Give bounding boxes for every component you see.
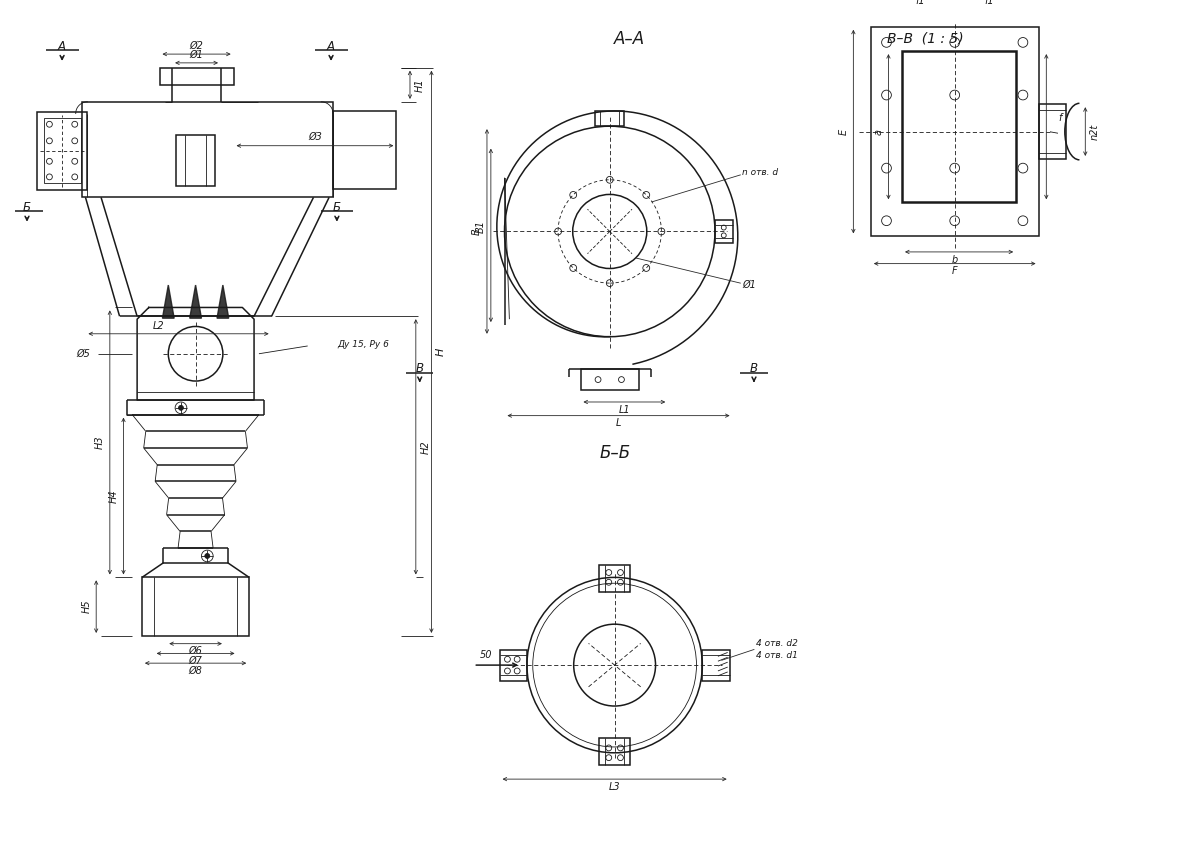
Text: H2: H2 (420, 440, 431, 453)
Bar (499, 649, 527, 681)
Text: H1: H1 (415, 78, 425, 92)
Text: L: L (616, 419, 622, 428)
Text: L2: L2 (154, 321, 164, 331)
Text: H5: H5 (82, 599, 91, 613)
Text: Ø3: Ø3 (308, 132, 322, 142)
Circle shape (179, 405, 184, 410)
Text: 4 отв. d2: 4 отв. d2 (756, 639, 798, 648)
Text: n2t: n2t (1090, 124, 1100, 139)
Bar (715, 220, 732, 243)
Text: Е: Е (839, 128, 848, 135)
Bar (599, 565, 630, 592)
Text: Ду 15, Ру 6: Ду 15, Ру 6 (337, 340, 389, 348)
Text: Б–Б: Б–Б (599, 444, 630, 462)
Text: А–А: А–А (613, 29, 644, 47)
Text: Б: Б (23, 200, 31, 213)
Text: L1: L1 (618, 405, 630, 415)
Text: F: F (952, 267, 958, 276)
Text: Ø5: Ø5 (77, 349, 90, 359)
Text: Ø1: Ø1 (190, 50, 204, 60)
Text: А: А (328, 40, 335, 52)
Bar (902, 52, 1016, 202)
Text: В–В  (1 : 5): В–В (1 : 5) (888, 32, 964, 46)
Text: Ø2: Ø2 (190, 41, 204, 52)
Circle shape (205, 554, 210, 558)
Bar (37, 112, 88, 189)
Text: В: В (750, 362, 758, 375)
Text: В: В (415, 362, 424, 375)
Bar (176, 135, 215, 186)
Text: f1: f1 (916, 0, 925, 5)
Bar (142, 577, 250, 636)
Text: H: H (436, 347, 446, 356)
Bar (160, 68, 234, 85)
Bar (82, 101, 332, 197)
Text: 4 отв. d1: 4 отв. d1 (756, 651, 798, 660)
Polygon shape (162, 285, 174, 318)
Bar (871, 27, 1038, 237)
Polygon shape (190, 285, 202, 318)
Text: Ø6: Ø6 (188, 646, 203, 655)
Text: Ø8: Ø8 (188, 666, 203, 676)
Text: Б: Б (332, 200, 341, 213)
Bar (702, 649, 730, 681)
Text: Ø1: Ø1 (743, 280, 756, 290)
Polygon shape (217, 285, 229, 318)
Text: L3: L3 (608, 782, 620, 792)
Bar (599, 738, 630, 765)
Text: f1: f1 (984, 0, 994, 5)
Text: Ø7: Ø7 (188, 656, 203, 667)
Bar (595, 111, 624, 126)
Text: l: l (1051, 130, 1061, 133)
Text: H4: H4 (109, 489, 119, 503)
Text: А: А (58, 40, 66, 52)
Text: 50: 50 (480, 650, 492, 660)
Bar (43, 119, 80, 182)
Text: а: а (874, 128, 883, 134)
Text: В: В (473, 228, 482, 235)
Text: n отв. d: n отв. d (743, 169, 779, 177)
Bar (332, 111, 396, 188)
Bar (581, 369, 638, 390)
Text: В1: В1 (476, 220, 486, 233)
Bar (1038, 104, 1066, 159)
Text: f: f (1058, 113, 1062, 123)
Text: H3: H3 (95, 436, 106, 449)
Text: b: b (952, 255, 958, 265)
